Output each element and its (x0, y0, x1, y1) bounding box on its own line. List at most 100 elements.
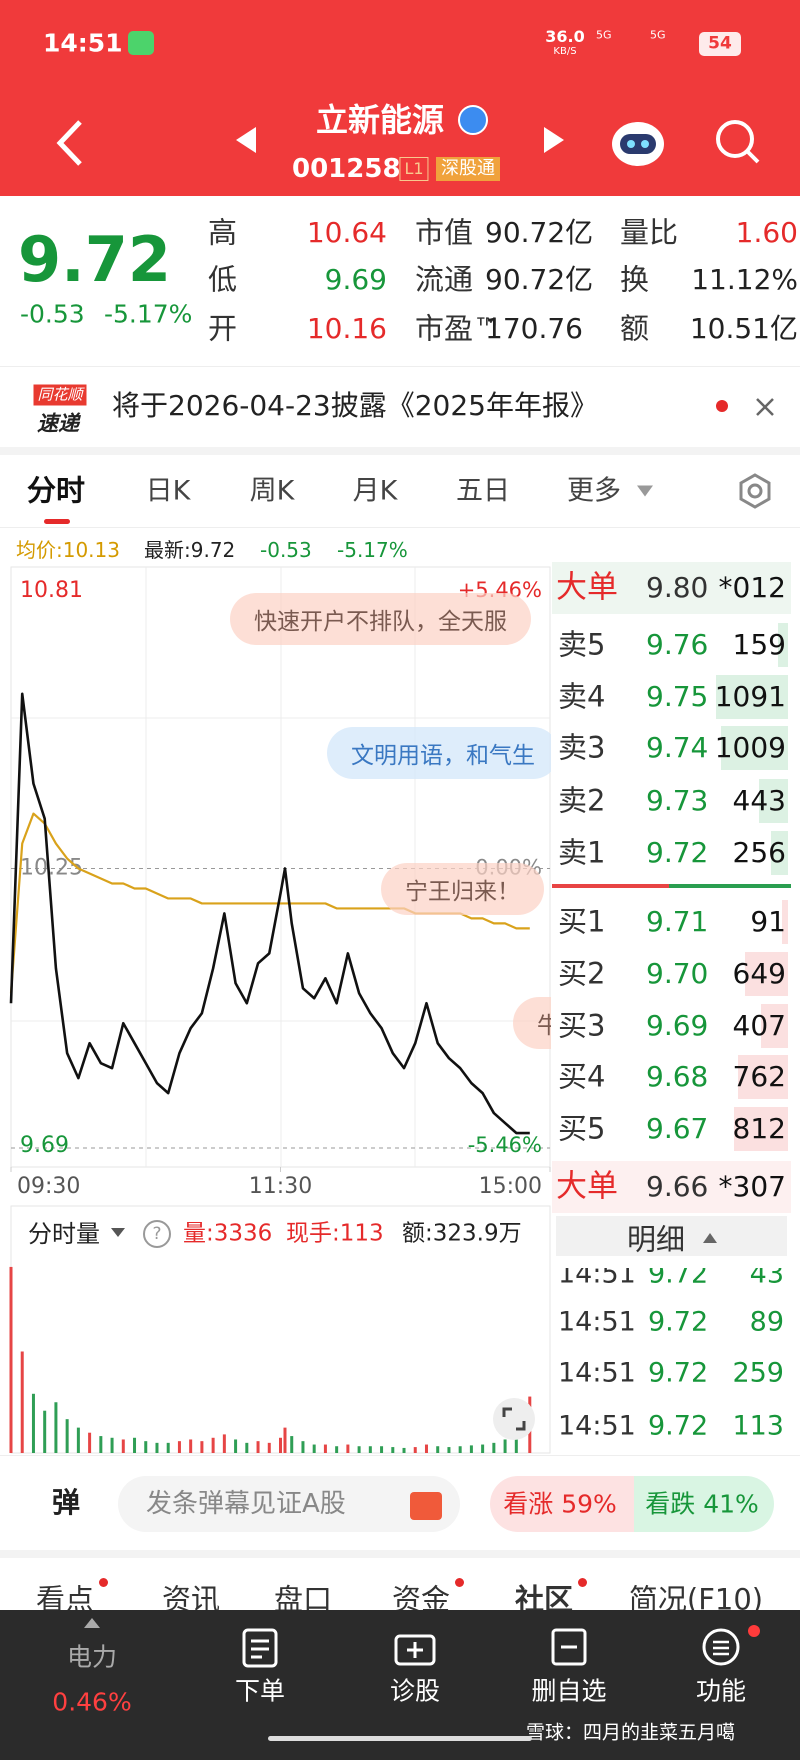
section-tab[interactable]: 看点 (35, 1582, 95, 1617)
trade-volume: 113 (732, 1410, 784, 1442)
big-order-label: 大单 (556, 569, 618, 606)
tab[interactable]: 分时 (26, 473, 86, 508)
tab[interactable]: 更多 (567, 475, 621, 507)
dropdown-arrow (637, 485, 653, 497)
detail-title[interactable]: 明细 (626, 1222, 686, 1257)
trade-price: 9.72 (648, 1410, 709, 1442)
volume-bar (301, 1441, 305, 1453)
tab[interactable]: 周K (249, 475, 295, 507)
x-tick-label: 11:30 (249, 1174, 312, 1199)
spread-divider-red (552, 884, 669, 888)
gift-icon[interactable] (410, 1492, 442, 1520)
book-label: 卖5 (558, 627, 606, 662)
search-icon (716, 120, 754, 158)
book-price: 9.67 (646, 1112, 709, 1145)
volume-title[interactable]: 分时量 (28, 1220, 100, 1248)
nav-item[interactable]: 功能 (695, 1676, 747, 1706)
volume-bar (368, 1446, 372, 1453)
back-button[interactable] (52, 118, 88, 168)
depth-bar (777, 623, 788, 667)
section-tab[interactable]: 简况(F10) (628, 1582, 764, 1617)
big-order-bg (552, 1161, 791, 1213)
volume-bar (54, 1402, 58, 1453)
tab[interactable]: 日K (145, 475, 191, 507)
section-tab[interactable]: 社区 (514, 1582, 574, 1617)
gear-hole (747, 483, 763, 499)
book-price: 9.76 (646, 628, 709, 661)
dropdown-arrow (111, 1228, 125, 1237)
book-price: 9.68 (646, 1060, 709, 1093)
volume-header-bg (12, 1212, 492, 1256)
section-tab[interactable]: 盘口 (273, 1582, 333, 1617)
notice-close[interactable] (755, 397, 775, 417)
prev-stock[interactable] (236, 127, 258, 153)
x-tick-label: 15:00 (479, 1174, 542, 1199)
stat-value: 1.60 (735, 216, 798, 249)
section-tab[interactable]: 资讯 (161, 1582, 221, 1617)
stat-value: 170.76 (485, 312, 583, 345)
expand-bg (493, 1398, 535, 1440)
bull-pill[interactable] (490, 1476, 634, 1532)
assistant-button[interactable] (608, 114, 668, 170)
spread-divider-green (669, 884, 791, 888)
depth-bar (734, 1107, 788, 1151)
tab[interactable]: 月K (352, 475, 398, 507)
depth-bar (758, 779, 788, 823)
expand-icon (502, 1407, 526, 1431)
book-volume: 159 (732, 628, 786, 661)
nav-item[interactable]: 诊股 (389, 1676, 441, 1706)
volume-bar (245, 1442, 249, 1453)
volume-bar (211, 1437, 215, 1453)
bear-pill[interactable] (634, 1476, 774, 1532)
volume-bar (424, 1444, 428, 1453)
nav-item[interactable]: 删自选 (531, 1676, 607, 1706)
gear-shape (739, 473, 771, 509)
sector-name[interactable]: 电力 (66, 1642, 118, 1672)
search-handle (745, 149, 760, 164)
volume-bar (447, 1447, 451, 1453)
icon-shape (702, 1628, 740, 1666)
volume-bar (43, 1410, 47, 1453)
trade-time: 14:51 (558, 1306, 636, 1338)
section-tab[interactable]: 资金 (391, 1582, 451, 1617)
robot-eye (627, 140, 635, 148)
volume-bar (458, 1446, 462, 1453)
icon-shape (242, 1628, 278, 1668)
section-gap (0, 447, 800, 455)
book-label: 买3 (558, 1008, 606, 1043)
big-order-label: 大单 (556, 1168, 618, 1205)
expand-button[interactable] (492, 1397, 536, 1441)
status-time: 14:51 (43, 28, 123, 58)
help-icon[interactable]: ? (143, 1220, 171, 1248)
x-tick-label: 09:30 (17, 1174, 80, 1199)
volume-bar (413, 1447, 417, 1453)
next-stock[interactable] (542, 127, 564, 153)
volume-bar (492, 1442, 496, 1453)
tab[interactable]: 五日 (456, 475, 510, 507)
volume-bar (267, 1442, 271, 1453)
y-tick-label: 10.25 (20, 856, 83, 881)
stat-value: 90.72亿 (485, 263, 594, 296)
volume-bar (283, 1427, 287, 1453)
robot-face (620, 134, 656, 154)
notice-text[interactable]: 将于2026-04-23披露《2025年年报》 (112, 389, 598, 422)
depth-bar (745, 952, 788, 996)
settings-button[interactable] (737, 473, 773, 509)
nav-item[interactable]: 下单 (234, 1676, 286, 1706)
detail-arrow (703, 1233, 717, 1243)
stat-value: 9.69 (324, 263, 387, 296)
trade-time: 14:51 (558, 1357, 636, 1389)
volume-bar (514, 1432, 518, 1453)
volume-bar (31, 1393, 35, 1453)
search-button[interactable] (714, 118, 762, 166)
close-icon (756, 398, 774, 416)
trade-volume: 259 (732, 1357, 784, 1389)
danmaku-icon[interactable]: 弹 (51, 1486, 81, 1519)
latest-change-pct: -5.17% (337, 538, 408, 562)
tab-dot (455, 1578, 464, 1587)
book-volume: 256 (732, 836, 786, 869)
volume-bar (357, 1446, 361, 1453)
stat-value: 90.72亿 (485, 216, 594, 249)
danmaku-input[interactable] (118, 1476, 460, 1532)
